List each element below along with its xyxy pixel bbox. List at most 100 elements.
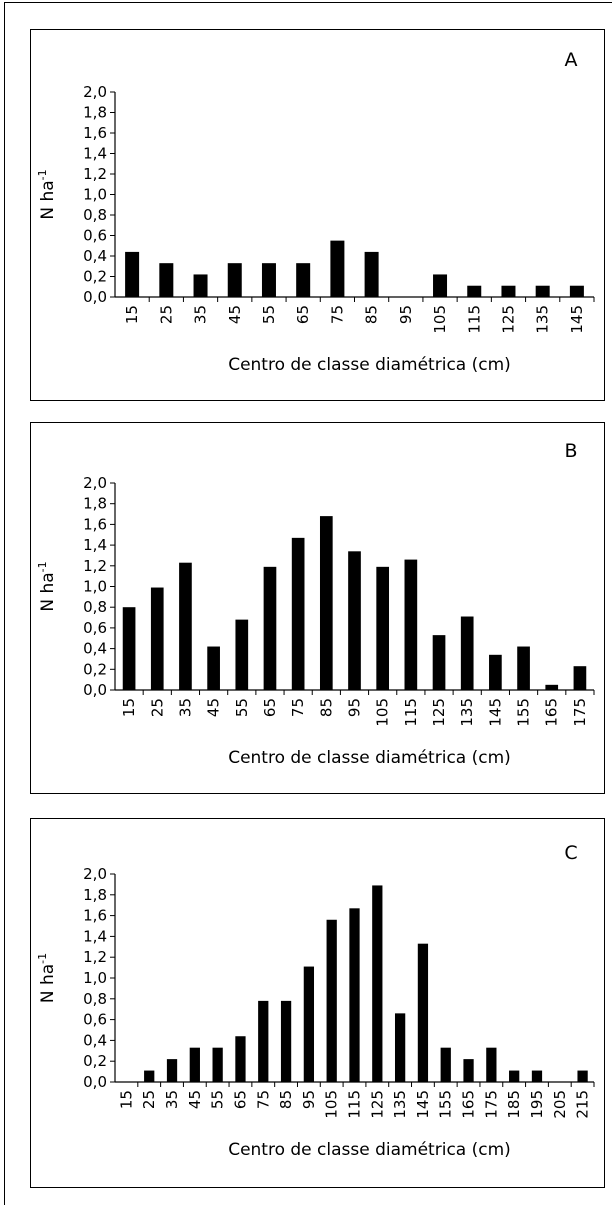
chart-a-y-axis-label-text: N ha <box>38 180 58 219</box>
chart-a-x-tick-label: 135 <box>534 305 552 334</box>
chart-c-x-tick-label: 165 <box>460 1090 478 1119</box>
chart-b-bar-105 <box>376 566 390 690</box>
chart-c-y-tick-label: 0,0 <box>83 1073 107 1091</box>
chart-c-bar-95 <box>303 966 315 1082</box>
chart-c-bar-105 <box>326 919 337 1082</box>
chart-b-y-axis-label-superscript: -1 <box>36 561 49 572</box>
chart-panel-a: 0,0 0,2 0,4 0,6 0,8 1,0 1,2 1,4 1,6 1,8 2,0 15 25 35 4… <box>30 29 605 401</box>
chart-c-y-tick-label: 1,4 <box>83 927 107 945</box>
chart-c-x-tick-label: 75 <box>254 1090 272 1109</box>
chart-c-bar-185 <box>509 1070 520 1082</box>
chart-c-bar-75 <box>258 1000 269 1082</box>
chart-c-x-tick-label: 35 <box>163 1090 181 1109</box>
chart-c-x-tick-label: 205 <box>551 1090 569 1119</box>
chart-b-bar-135 <box>460 616 474 690</box>
figure-frame <box>4 2 612 1205</box>
chart-c-bar-175 <box>486 1047 497 1082</box>
chart-b-y-tick-label: 0,0 <box>83 681 107 699</box>
chart-b-bar-85 <box>319 516 333 690</box>
chart-b-bar-65 <box>263 566 277 690</box>
chart-a-x-tick-label: 95 <box>397 305 415 324</box>
chart-a-y-tick-label: 0,8 <box>83 206 107 224</box>
chart-c-bar-85 <box>280 1000 292 1082</box>
chart-a-x-tick-label: 65 <box>294 305 312 324</box>
chart-a-y-axis-label-superscript: -1 <box>36 169 49 180</box>
chart-a-x-tick-label: 55 <box>260 305 278 324</box>
chart-c-bar-215 <box>577 1070 588 1082</box>
chart-b-y-tick-label: 1,0 <box>83 578 107 596</box>
chart-c-x-axis-label: Centro de classe diamétrica (cm) <box>228 1140 511 1160</box>
chart-a-x-tick-label: 15 <box>123 305 141 324</box>
chart-a-bar-55 <box>261 263 276 297</box>
chart-c-y-tick-label: 1,6 <box>83 907 107 925</box>
chart-c-y-tick-label: 1,8 <box>83 886 107 904</box>
chart-b-y-axis-label-text: N ha <box>38 572 58 611</box>
chart-c-y-tick-label: 0,8 <box>83 990 107 1008</box>
chart-c-bar-145 <box>417 943 429 1082</box>
chart-a-y-tick-label: 0,0 <box>83 288 107 306</box>
chart-b-x-tick-label: 125 <box>430 698 448 727</box>
chart-a-x-tick-label: 145 <box>568 305 586 334</box>
chart-c-x-tick-label: 185 <box>505 1090 523 1119</box>
chart-c-x-tick-label: 215 <box>574 1090 592 1119</box>
chart-b-x-tick-label: 175 <box>571 698 589 727</box>
chart-c-bar-45 <box>189 1047 200 1082</box>
chart-a-y-axis-label: N ha-1 <box>36 169 58 219</box>
chart-c-x-tick-label: 55 <box>209 1090 227 1109</box>
chart-a-x-tick-label: 35 <box>192 305 210 324</box>
chart-c-bar-65 <box>235 1036 246 1082</box>
chart-c-x-tick-label: 15 <box>117 1090 135 1109</box>
chart-b-y-tick-label: 0,8 <box>83 598 107 616</box>
chart-a-x-tick-label: 25 <box>157 305 175 324</box>
chart-c-y-tick-label: 1,2 <box>83 948 107 966</box>
chart-b-y-tick-label: 1,8 <box>83 495 107 513</box>
chart-c-y-tick-label: 0,2 <box>83 1052 107 1070</box>
chart-b-bar-25 <box>150 587 164 690</box>
chart-b-bar-115 <box>404 559 418 690</box>
chart-c-x-tick-label: 135 <box>391 1090 409 1119</box>
chart-b-x-tick-label: 145 <box>486 698 504 727</box>
chart-a-y-tick-label: 1,8 <box>83 104 107 122</box>
chart-b-x-tick-label: 155 <box>515 698 533 727</box>
chart-c-y-tick-label: 0,4 <box>83 1031 107 1049</box>
chart-c-panel-letter: C <box>564 842 577 864</box>
chart-c-x-tick-label: 45 <box>186 1090 204 1109</box>
chart-c-x-tick-label: 115 <box>346 1090 364 1119</box>
chart-c-x-tick-label: 145 <box>414 1090 432 1119</box>
chart-b-svg: 0,0 0,2 0,4 0,6 0,8 1,0 1,2 1,4 1,6 1,8 2,0 15 25 35 4… <box>36 440 595 768</box>
chart-b-bar-55 <box>235 619 249 690</box>
chart-c-y-tick-label: 0,6 <box>83 1011 107 1029</box>
chart-b-y-tick-label: 2,0 <box>83 474 107 492</box>
chart-c-x-tick-label: 105 <box>323 1090 341 1119</box>
chart-b-x-tick-label: 55 <box>233 698 251 717</box>
chart-b-bar-165 <box>545 684 559 690</box>
chart-a-bar-75 <box>330 240 345 297</box>
chart-a-bar-85 <box>364 251 379 297</box>
chart-b-x-tick-label: 135 <box>458 698 476 727</box>
chart-b-x-tick-label: 105 <box>374 698 392 727</box>
chart-b-x-tick-label: 115 <box>402 698 420 727</box>
chart-b-y-tick-label: 1,4 <box>83 536 107 554</box>
chart-a-y-tick-label: 1,2 <box>83 165 107 183</box>
chart-b-bar-75 <box>291 537 305 690</box>
chart-a-bar-105 <box>433 274 448 297</box>
chart-a-bar-25 <box>159 263 174 297</box>
chart-b-x-tick-label: 95 <box>346 698 364 717</box>
chart-c-x-tick-label: 95 <box>300 1090 318 1109</box>
chart-a-bar-135 <box>535 285 550 297</box>
chart-c-bar-55 <box>212 1047 223 1082</box>
chart-a-y-tick-label: 1,0 <box>83 186 107 204</box>
chart-c-y-axis-label: N ha-1 <box>36 953 58 1003</box>
chart-a-x-tick-label: 115 <box>465 305 483 334</box>
chart-c-bar-35 <box>166 1059 178 1082</box>
chart-a-y-tick-label: 0,2 <box>83 268 107 286</box>
chart-c-x-tick-label: 25 <box>140 1090 158 1109</box>
chart-c-x-tick-label: 65 <box>231 1090 249 1109</box>
chart-a-x-tick-label: 105 <box>431 305 449 334</box>
chart-a-bar-35 <box>193 274 208 297</box>
chart-b-y-tick-label: 0,6 <box>83 619 107 637</box>
chart-a-y-tick-label: 2,0 <box>83 83 107 101</box>
chart-c-y-axis-label-superscript: -1 <box>36 953 49 964</box>
chart-c-x-tick-label: 125 <box>368 1090 386 1119</box>
chart-b-bar-35 <box>179 562 192 690</box>
